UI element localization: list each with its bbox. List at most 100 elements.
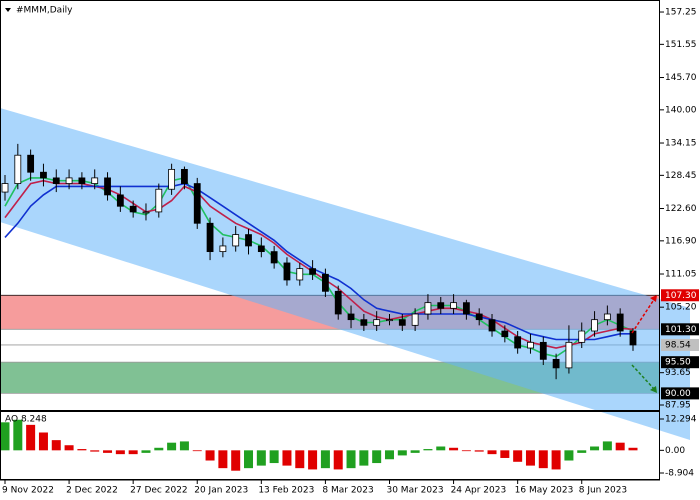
ao-bar — [500, 450, 510, 458]
candle-body — [257, 245, 265, 253]
ao-bar — [538, 450, 548, 469]
x-tick-label: 8 Mar 2023 — [322, 486, 373, 496]
ao-bar — [205, 450, 215, 461]
y-tick-label: 140.00 — [665, 105, 697, 115]
ao-bar — [423, 449, 433, 451]
ao-bar — [615, 442, 625, 451]
candle-body — [437, 302, 445, 309]
candle-body — [129, 205, 137, 213]
price-tag-label: 90.00 — [665, 389, 691, 399]
candle-body — [40, 171, 47, 179]
ao-bar — [0, 422, 10, 451]
ao-bar — [77, 449, 87, 451]
price-tag-label: 95.50 — [665, 358, 691, 368]
candle-body — [539, 341, 547, 360]
down-arrow-head — [650, 386, 657, 393]
price-tag — [661, 289, 699, 302]
x-tick-label: 30 Mar 2023 — [386, 486, 443, 496]
ao-bar — [128, 450, 138, 455]
chart-title: #MMM,Daily — [16, 6, 73, 16]
ao-bar — [51, 440, 61, 451]
y-tick-label: 111.05 — [665, 270, 697, 280]
ao-tick-label: 0.00 — [665, 446, 685, 456]
candle-body — [552, 358, 560, 369]
candle-body — [206, 222, 214, 253]
ao-panel — [0, 419, 638, 471]
ao-bar — [320, 450, 330, 469]
price-panel — [1, 143, 637, 380]
candle-body — [155, 188, 163, 213]
price-tag — [661, 323, 699, 336]
ao-bar — [410, 450, 420, 453]
ao-bar — [397, 450, 407, 456]
candle-body — [1, 183, 9, 193]
price-tag-label: 98.54 — [665, 340, 691, 350]
ao-title: AO 8.248 — [5, 415, 47, 425]
candle-body — [104, 177, 111, 196]
ao-bar — [487, 450, 497, 455]
candle-body — [360, 319, 368, 326]
candle-body — [78, 177, 86, 184]
menu-triangle[interactable] — [5, 8, 11, 12]
ao-bar — [513, 450, 523, 462]
ao-bar — [115, 450, 125, 455]
candle-body — [501, 330, 509, 338]
y-tick-label: 93.65 — [665, 368, 691, 378]
ao-bar — [167, 442, 177, 451]
candle-body — [14, 154, 22, 184]
ao-bar — [628, 447, 638, 451]
up-arrow-head — [650, 295, 657, 302]
candle-body — [591, 319, 598, 332]
candle-body — [309, 268, 316, 275]
price-frame — [0, 0, 660, 411]
candle-body — [450, 302, 457, 309]
ao-bar — [449, 447, 459, 451]
x-tick-label: 9 Nov 2022 — [2, 486, 54, 496]
candle-body — [603, 313, 611, 321]
candle-body — [181, 168, 188, 184]
y-tick-label: 151.55 — [665, 40, 697, 50]
candle-body — [373, 319, 381, 326]
up-arrow — [631, 297, 656, 334]
candle-body — [116, 194, 124, 207]
ao-bar — [384, 450, 394, 460]
y-tick-label: 116.90 — [665, 236, 697, 246]
candle-body — [334, 290, 342, 315]
candle-body — [629, 330, 637, 346]
x-tick-label: 20 Jan 2023 — [194, 486, 248, 496]
ao-bar — [359, 450, 369, 466]
y-tick-label: 87.95 — [665, 401, 691, 411]
candle-body — [322, 273, 329, 292]
y-tick-label: 134.15 — [665, 139, 697, 149]
ao-bar — [64, 445, 74, 451]
ao-bar — [602, 441, 612, 451]
candle-body — [462, 302, 470, 315]
price-tag-label: 101.30 — [665, 325, 697, 335]
price-tag — [661, 338, 699, 351]
y-tick-label: 128.45 — [665, 171, 697, 181]
price-tag — [661, 356, 699, 369]
candle-body — [219, 245, 227, 253]
ao-tick-label: 12.294 — [665, 415, 697, 425]
ao-bar — [179, 441, 189, 451]
candle-body — [424, 302, 432, 315]
y-tick-label: 157.25 — [665, 8, 697, 18]
x-tick-label: 8 Jun 2023 — [579, 486, 627, 496]
ao-bar — [13, 419, 23, 451]
price-tag — [661, 387, 699, 400]
axes: 157.25 151.55 145.70 140.00 134.15 128.45 122.… — [2, 8, 699, 496]
ao-bar — [231, 450, 241, 471]
candle-body — [270, 251, 278, 264]
ao-bar — [38, 432, 48, 451]
ao-bar — [590, 446, 600, 451]
candle-body — [386, 319, 393, 322]
candle-body — [232, 234, 240, 247]
candle-body — [565, 341, 573, 369]
y-tick-label: 122.60 — [665, 204, 697, 214]
candle-body — [245, 234, 252, 247]
ao-bar — [154, 447, 164, 451]
regression-channel — [0, 108, 690, 440]
candle-body — [65, 177, 73, 184]
candle-body — [91, 177, 99, 184]
